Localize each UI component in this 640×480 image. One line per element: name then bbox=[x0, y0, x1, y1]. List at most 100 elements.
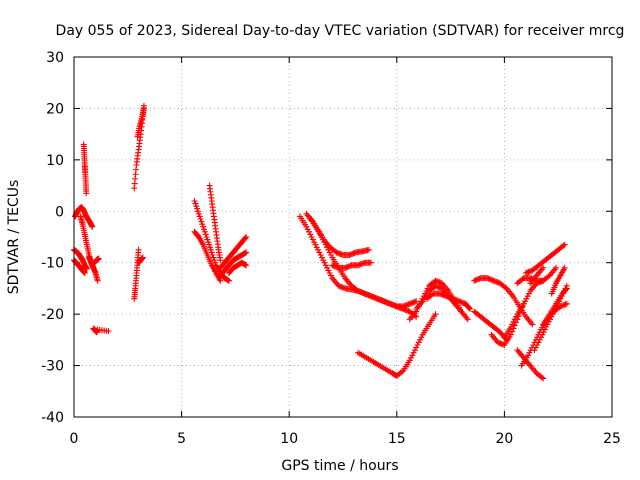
data-point bbox=[309, 236, 316, 243]
y-tick-label: 10 bbox=[46, 153, 64, 169]
data-point bbox=[406, 357, 413, 364]
data-point bbox=[209, 252, 216, 258]
data-point bbox=[135, 246, 142, 253]
data-point bbox=[81, 270, 88, 276]
y-tick-label: 30 bbox=[46, 50, 64, 66]
data-point bbox=[320, 257, 327, 264]
data-point bbox=[413, 298, 420, 305]
data-point bbox=[198, 218, 205, 225]
data-point bbox=[192, 200, 199, 207]
data-point bbox=[507, 331, 514, 338]
data-point bbox=[243, 249, 250, 256]
data-point bbox=[202, 231, 209, 238]
data-point bbox=[95, 255, 102, 262]
data-point bbox=[313, 244, 320, 251]
data-point bbox=[207, 244, 214, 251]
y-tick-label: 20 bbox=[46, 101, 64, 117]
data-point bbox=[207, 246, 214, 253]
y-tick-label: -30 bbox=[41, 359, 64, 375]
data-point bbox=[211, 257, 218, 264]
data-point bbox=[194, 205, 201, 212]
data-point bbox=[324, 264, 331, 271]
data-point bbox=[525, 290, 532, 297]
data-point bbox=[205, 239, 212, 246]
data-point bbox=[418, 334, 425, 341]
data-point bbox=[513, 313, 520, 320]
data-points bbox=[71, 102, 570, 382]
data-point bbox=[191, 198, 198, 204]
data-point bbox=[318, 254, 325, 261]
data-point bbox=[415, 339, 422, 346]
data-point bbox=[317, 252, 324, 258]
data-point bbox=[464, 316, 471, 323]
data-point bbox=[200, 223, 207, 230]
data-point bbox=[217, 257, 224, 264]
data-point bbox=[537, 334, 544, 341]
y-tick-label: -10 bbox=[41, 256, 64, 272]
y-tick-label: -20 bbox=[41, 307, 64, 323]
data-point bbox=[193, 203, 200, 210]
data-point bbox=[524, 293, 531, 300]
data-point bbox=[560, 242, 567, 249]
x-tick-label: 25 bbox=[603, 431, 621, 447]
data-point bbox=[414, 342, 421, 348]
data-point bbox=[194, 208, 201, 215]
chart-title: Day 055 of 2023, Sidereal Day-to-day VTE… bbox=[56, 23, 625, 39]
data-point bbox=[511, 316, 518, 323]
data-point bbox=[201, 228, 208, 235]
x-tick-label: 15 bbox=[388, 431, 406, 447]
data-point bbox=[534, 342, 541, 348]
data-point bbox=[432, 311, 439, 318]
data-point bbox=[325, 267, 332, 274]
y-tick-label: -40 bbox=[41, 410, 64, 426]
data-point bbox=[535, 339, 542, 346]
data-point bbox=[532, 344, 539, 351]
data-point bbox=[411, 347, 418, 354]
data-point bbox=[321, 259, 328, 266]
data-point bbox=[522, 298, 529, 305]
data-point bbox=[429, 291, 436, 298]
data-point bbox=[204, 236, 211, 243]
data-point bbox=[410, 349, 417, 356]
data-point bbox=[563, 285, 570, 292]
data-point bbox=[563, 300, 570, 307]
data-point bbox=[303, 223, 310, 230]
data-point bbox=[507, 324, 514, 330]
data-point bbox=[225, 277, 232, 284]
data-point bbox=[511, 322, 518, 329]
data-point bbox=[308, 234, 315, 240]
data-point bbox=[89, 223, 96, 230]
y-tick-label: 0 bbox=[55, 204, 64, 220]
x-axis-label: GPS time / hours bbox=[281, 458, 398, 474]
data-point bbox=[307, 231, 314, 238]
data-point bbox=[139, 254, 146, 261]
data-point bbox=[525, 352, 532, 359]
data-point bbox=[529, 321, 536, 328]
x-tick-label: 10 bbox=[280, 431, 298, 447]
x-tick-label: 5 bbox=[177, 431, 186, 447]
x-tick-label: 20 bbox=[495, 431, 513, 447]
data-point bbox=[312, 241, 319, 248]
data-point bbox=[105, 328, 112, 335]
data-point bbox=[210, 254, 217, 261]
data-point bbox=[509, 321, 516, 328]
data-point bbox=[540, 375, 547, 382]
grid-lines bbox=[74, 57, 612, 417]
data-point bbox=[409, 352, 416, 359]
data-point bbox=[543, 324, 550, 330]
data-point bbox=[83, 190, 90, 197]
data-point bbox=[510, 318, 517, 325]
data-point bbox=[200, 226, 207, 233]
data-point bbox=[243, 234, 250, 240]
data-point bbox=[367, 259, 374, 266]
data-point bbox=[561, 264, 568, 271]
data-point bbox=[561, 241, 568, 248]
data-point bbox=[140, 105, 147, 112]
x-tick-label: 0 bbox=[70, 431, 79, 447]
data-point bbox=[526, 349, 533, 356]
data-point bbox=[466, 304, 473, 311]
data-point bbox=[304, 226, 311, 233]
data-point bbox=[417, 336, 424, 343]
data-point bbox=[206, 241, 213, 248]
